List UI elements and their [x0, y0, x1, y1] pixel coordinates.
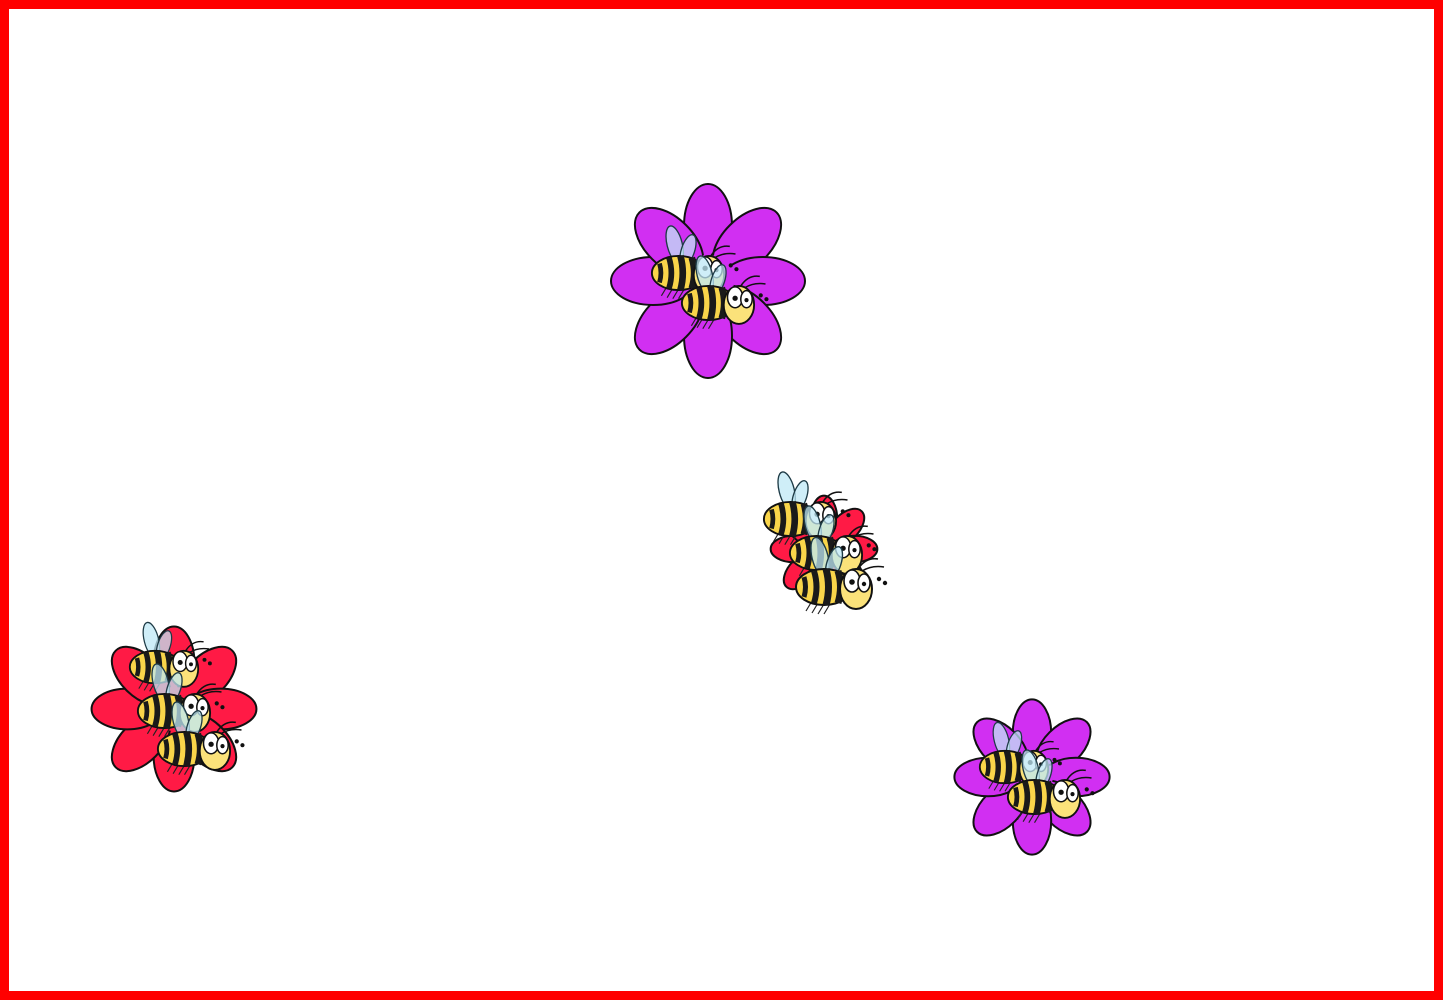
game-scene[interactable] [9, 9, 1434, 991]
bee-layer [130, 224, 1095, 822]
flower-layer [90, 183, 1111, 856]
